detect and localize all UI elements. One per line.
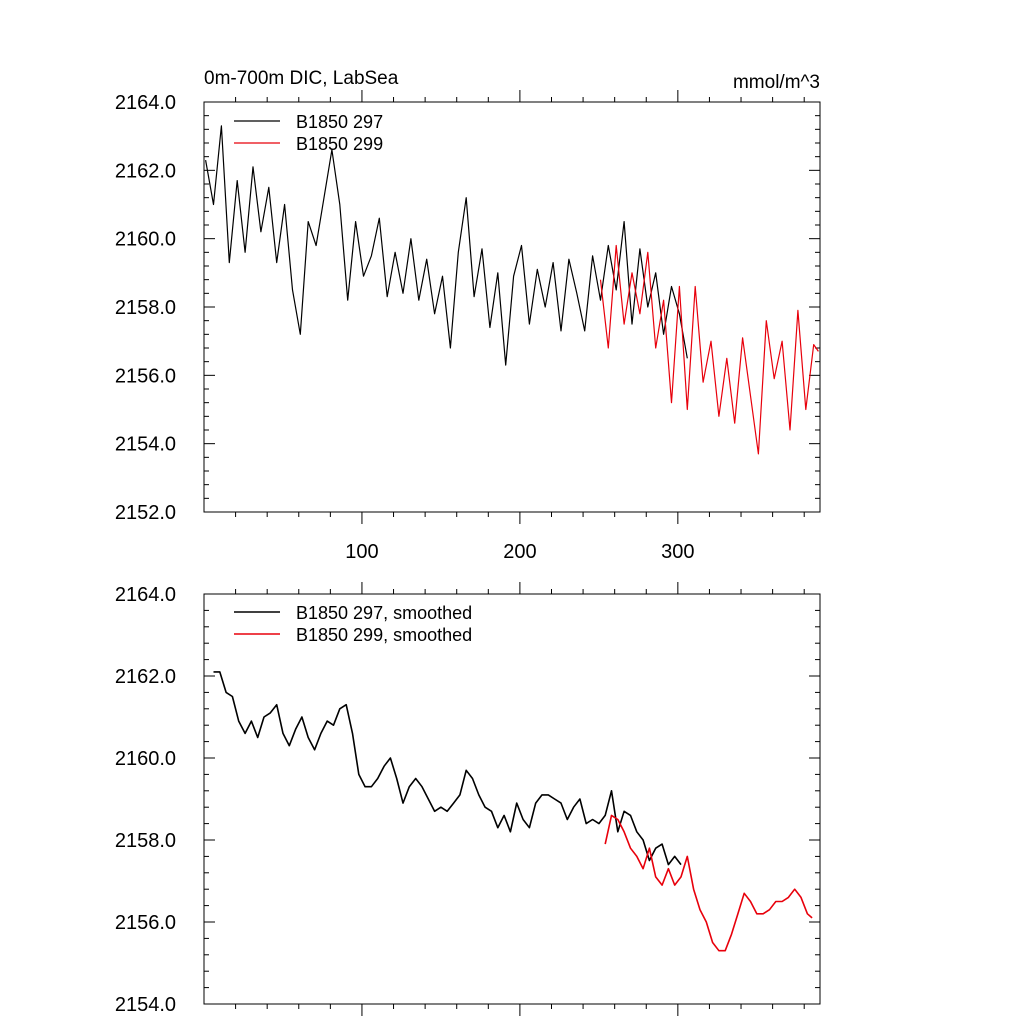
series-line-top-1 (205, 125, 688, 366)
y-tick-label: 2164.0 (115, 584, 176, 606)
axes-bottom: 2154.0 2156.0 2158.0 2160.0 2162.0 2164.0 (115, 582, 820, 1016)
legend-label-series-1: B1850 297 (296, 112, 383, 132)
legend-bottom: B1850 297, smoothed B1850 299, smoothed (234, 603, 472, 645)
y-tick-label: 2162.0 (115, 160, 176, 182)
x-tick-label: 200 (503, 541, 536, 563)
x-tick-label: 300 (661, 541, 694, 563)
y-tick-label: 2152.0 (115, 502, 176, 524)
legend-label-series-2: B1850 299 (296, 134, 383, 154)
legend-label-smoothed-2: B1850 299, smoothed (296, 625, 472, 645)
y-tick-label: 2162.0 (115, 666, 176, 688)
legend-label-smoothed-1: B1850 297, smoothed (296, 603, 472, 623)
y-tick-label: 2156.0 (115, 365, 176, 387)
y-tick-label: 2158.0 (115, 297, 176, 319)
series-line-bottom-1 (213, 671, 682, 866)
y-tick-label: 2154.0 (115, 434, 176, 456)
units-label: mmol/m^3 (733, 72, 820, 93)
plot-frame-top (203, 101, 821, 513)
series-group-bottom (213, 671, 813, 952)
bottom-panel: 2154.0 2156.0 2158.0 2160.0 2162.0 2164.0 B18… (115, 582, 821, 1016)
y-tick-label: 2160.0 (115, 748, 176, 770)
series-group-top (205, 125, 819, 455)
y-tick-label: 2160.0 (115, 229, 176, 251)
top-panel: 0m-700m DIC, LabSea mmol/m^3 2152.0 2154.… (115, 68, 821, 563)
axes-top: 2152.0 2154.0 2156.0 2158.0 2160.0 2162.0 2164… (115, 90, 820, 563)
y-tick-label: 2156.0 (115, 912, 176, 934)
x-tick-label: 100 (345, 541, 378, 563)
y-tick-label: 2154.0 (115, 994, 176, 1016)
series-line-top-2 (599, 244, 819, 455)
y-tick-label: 2164.0 (115, 92, 176, 114)
chart-title: 0m-700m DIC, LabSea (204, 68, 399, 89)
series-line-bottom-2 (604, 814, 813, 952)
plot-frame-bottom (203, 593, 821, 1005)
y-tick-label: 2158.0 (115, 830, 176, 852)
legend-top: B1850 297 B1850 299 (234, 112, 383, 154)
